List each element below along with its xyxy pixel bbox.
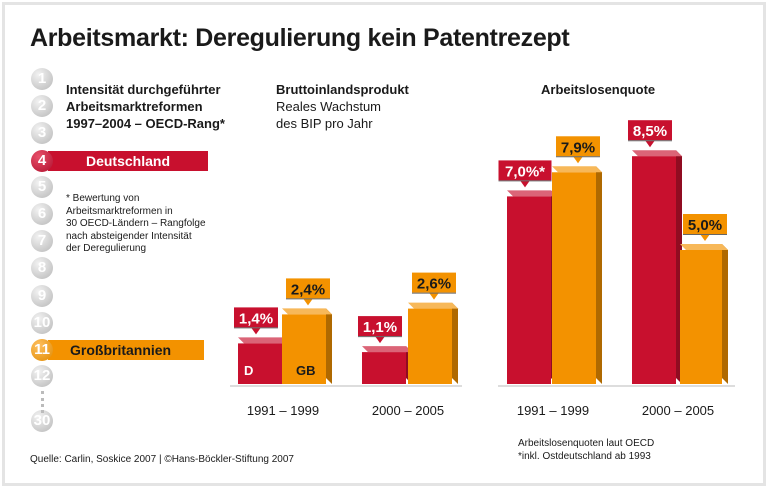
heading-line: 1997–2004 – OECD-Rang* — [66, 116, 225, 131]
rank-circle: 30 — [31, 410, 53, 432]
rank-circle: 3 — [31, 122, 53, 144]
bar-front — [408, 308, 452, 384]
x-label: 1991 – 1999 — [246, 403, 320, 418]
rank-circle: 12 — [31, 365, 53, 387]
bar-side — [596, 166, 602, 384]
data-label: 5,0% — [683, 214, 727, 241]
data-label: 7,0%* — [498, 160, 552, 188]
data-label-text: 5,0% — [688, 217, 722, 234]
bar-side — [452, 302, 458, 384]
note-line: *inkl. Ostdeutschland ab 1993 — [518, 451, 651, 462]
x-label: 2000 – 2005 — [641, 403, 715, 418]
bar — [552, 166, 602, 384]
data-label: 2,6% — [412, 272, 456, 300]
bar-top — [282, 308, 332, 315]
footnote-line: nach absteigender Intensität — [66, 230, 192, 242]
bar-top — [680, 244, 728, 250]
rank-circle: 8 — [31, 257, 53, 279]
data-label-text: 7,0%* — [505, 163, 545, 180]
ranking-footnote: * Bewertung von Arbeitsmarktreformen in … — [66, 193, 206, 256]
data-label: 1,1% — [358, 316, 402, 344]
note-line: Arbeitslosenquoten laut OECD — [518, 438, 655, 449]
unemployment-notes: Arbeitslosenquoten laut OECD *inkl. Ostd… — [518, 437, 654, 463]
data-label-text: 1,1% — [363, 319, 397, 336]
data-label-text: 7,9% — [561, 139, 595, 156]
bar-top — [408, 302, 458, 309]
rank-circle: 1 — [31, 68, 53, 90]
bar-side — [722, 244, 728, 384]
data-label: 7,9% — [556, 136, 600, 164]
source: Quelle: Carlin, Soskice 2007 | ©Hans-Böc… — [30, 454, 294, 465]
footnote-line: Arbeitsmarktreformen in — [66, 205, 173, 217]
bar — [632, 150, 682, 384]
bar-front — [632, 156, 676, 384]
bar-top — [552, 166, 602, 173]
gdp-subtitle: Reales Wachstum — [276, 99, 381, 114]
bar-top — [238, 337, 288, 344]
rank-circle: 2 — [31, 95, 53, 117]
data-label-text: 2,6% — [417, 276, 451, 293]
gdp-header: Bruttoinlandsprodukt Reales Wachstum des… — [276, 81, 409, 132]
rank-circle: 11 — [31, 339, 53, 361]
x-label: 1991 – 1999 — [516, 403, 590, 418]
bar — [507, 190, 557, 384]
gdp-subtitle: des BIP pro Jahr — [276, 116, 373, 131]
footnote-line: * Bewertung von — [66, 193, 140, 204]
gdp-title: Bruttoinlandsprodukt — [276, 82, 409, 97]
rank-circle: 10 — [31, 312, 53, 334]
bar-side — [326, 308, 332, 384]
bar-front — [362, 352, 406, 384]
data-label: 8,5% — [628, 120, 672, 148]
unemployment-title: Arbeitslosenquote — [541, 82, 656, 97]
series-name: D — [244, 363, 253, 378]
rank-circle: 4 — [31, 150, 53, 172]
bar-top — [362, 346, 412, 353]
ranking-heading: Intensität durchgeführter Arbeitsmarktre… — [66, 81, 225, 132]
data-label: 1,4% — [234, 307, 278, 335]
bar — [282, 308, 332, 384]
rank-ellipsis — [41, 391, 44, 413]
data-label-text: 1,4% — [239, 310, 273, 327]
band-deutschland: Deutschland — [48, 151, 208, 171]
rank-circle: 7 — [31, 230, 53, 252]
bar-front — [552, 172, 596, 384]
bar — [680, 244, 728, 384]
band-grossbritannien: Großbritannien — [48, 340, 204, 360]
bar-front — [680, 250, 722, 384]
bar-top — [632, 150, 682, 157]
bar — [408, 302, 458, 384]
page-title: Arbeitsmarkt: Deregulierung kein Patentr… — [30, 24, 570, 52]
bar-front — [282, 314, 326, 384]
data-label-text: 8,5% — [633, 123, 667, 140]
footnote-line: 30 OECD-Ländern – Rangfolge — [66, 218, 206, 229]
bar — [362, 346, 412, 384]
bar-front — [507, 196, 551, 384]
bar-front — [238, 343, 282, 384]
heading-line: Arbeitsmarktreformen — [66, 99, 203, 114]
rank-circle: 5 — [31, 176, 53, 198]
footnote-line: der Deregulierung — [66, 243, 147, 254]
x-label: 2000 – 2005 — [371, 403, 445, 418]
rank-circle: 6 — [31, 203, 53, 225]
bar-top — [507, 190, 557, 197]
data-label-text: 2,4% — [291, 281, 325, 298]
series-name: GB — [296, 363, 316, 378]
rank-circle: 9 — [31, 285, 53, 307]
data-label: 2,4% — [286, 278, 330, 306]
heading-line: Intensität durchgeführter — [66, 82, 221, 97]
